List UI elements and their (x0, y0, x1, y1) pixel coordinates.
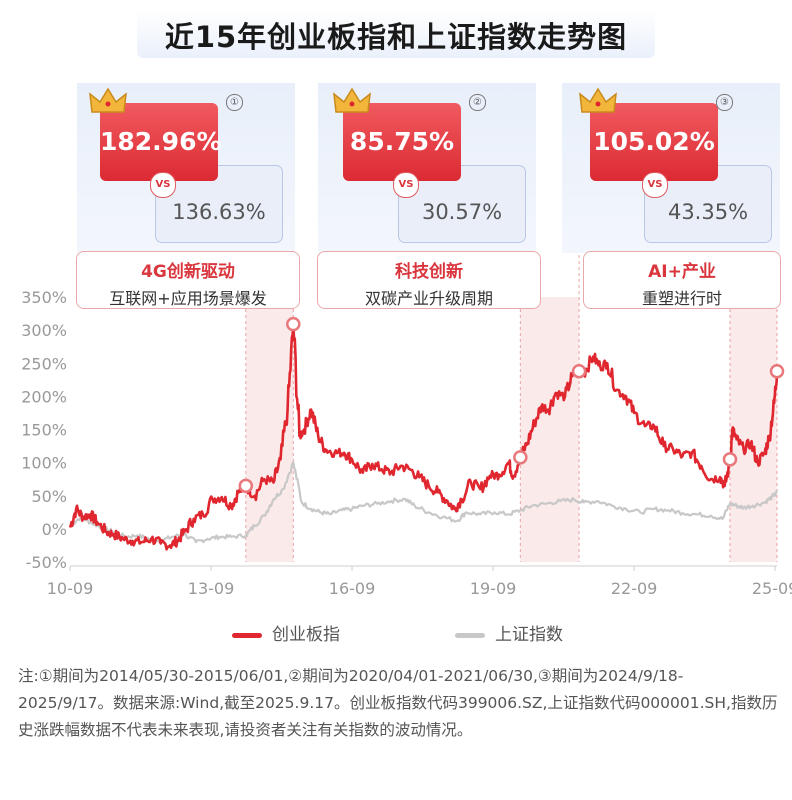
period-3-theme: AI+产业 重塑进行时 (583, 251, 781, 309)
period-marker-1 (238, 478, 254, 494)
y-tick-label: 0% (42, 520, 67, 539)
period-1-vs-badge: VS (150, 172, 176, 198)
period-3-theme-sub: 重塑进行时 (641, 289, 722, 308)
legend-cyb-swatch (232, 632, 262, 638)
legend-cyb-label: 创业板指 (272, 625, 340, 645)
period-2-theme-sub: 双碳产业升级周期 (364, 289, 493, 308)
period-1-theme-title: 4G创新驱动 (141, 262, 235, 282)
series-line-shanghai (69, 461, 778, 544)
x-tick-label: 25-09 (752, 579, 792, 598)
y-tick-label: -50% (26, 553, 67, 572)
x-tick-label: 19-09 (470, 579, 517, 598)
period-3-theme-title: AI+产业 (648, 262, 716, 282)
x-tick-label: 13-09 (188, 579, 235, 598)
period-marker-2 (286, 316, 301, 332)
y-tick-label: 50% (31, 487, 67, 506)
y-tick-label: 300% (21, 321, 67, 340)
highlight-band-3 (729, 297, 777, 562)
period-2-theme: 科技创新 双碳产业升级周期 (317, 251, 541, 309)
period-marker-5 (722, 452, 738, 467)
y-tick-label: 200% (21, 387, 67, 406)
title-band (137, 10, 655, 58)
period-3-number: ③ (716, 94, 733, 111)
period-1-theme: 4G创新驱动 互联网+应用场景爆发 (76, 251, 300, 309)
highlight-band-1 (245, 297, 294, 562)
period-1-number: ① (226, 94, 243, 111)
x-tick-label: 16-09 (329, 579, 376, 598)
y-tick-label: 100% (21, 454, 67, 473)
y-tick-label: 150% (21, 421, 67, 440)
y-tick-label: 250% (21, 354, 67, 373)
x-tick-label: 10-09 (47, 579, 94, 598)
period-1-theme-sub: 互联网+应用场景爆发 (109, 289, 267, 308)
period-2-vs-badge: VS (393, 172, 419, 198)
period-3-vs-badge: VS (642, 172, 668, 198)
legend-sh-label: 上证指数 (495, 625, 563, 645)
x-tick-label: 22-09 (611, 579, 658, 598)
period-2-number: ② (469, 94, 486, 111)
period-1-cyb-pct: 182.96% (100, 103, 222, 181)
period-2-cyb-pct: 85.75% (343, 103, 461, 181)
legend-cyb: 创业板指 (232, 620, 340, 645)
y-tick-label: 350% (21, 288, 67, 307)
crown-icon (579, 87, 617, 113)
legend-sh-swatch (455, 632, 485, 638)
period-marker-3 (513, 450, 528, 465)
period-3-cyb-pct: 105.02% (590, 103, 718, 181)
period-2-theme-title: 科技创新 (395, 262, 463, 282)
crown-icon (333, 87, 371, 113)
page-title: 近15年创业板指和上证指数走势图 (164, 20, 628, 54)
footnote: 注:①期间为2014/05/30-2015/06/01,②期间为2020/04/… (18, 667, 778, 739)
period-marker-4 (571, 363, 587, 379)
highlight-band-2 (520, 297, 580, 562)
crown-icon (89, 87, 127, 113)
legend-sh: 上证指数 (455, 620, 563, 645)
period-marker-6 (769, 363, 785, 379)
series-line-chinext (68, 322, 779, 551)
